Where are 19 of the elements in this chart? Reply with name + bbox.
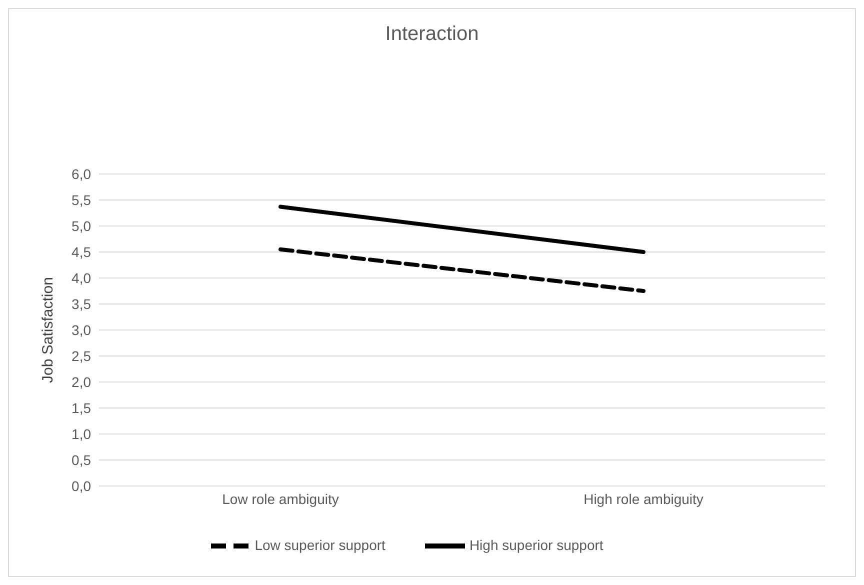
y-tick-label: 0,5 — [72, 452, 92, 468]
y-tick-label: 3,0 — [72, 322, 92, 338]
y-tick-label: 5,0 — [72, 218, 92, 234]
y-tick-label: 6,0 — [72, 166, 92, 182]
x-tick-label: Low role ambiguity — [222, 490, 339, 507]
y-tick-label: 1,5 — [72, 400, 92, 416]
y-tick-label: 5,5 — [72, 192, 92, 208]
y-tick-label: 4,0 — [72, 270, 92, 286]
y-axis-title: Job Satisfaction — [39, 277, 56, 383]
y-tick-label: 3,5 — [72, 296, 92, 312]
chart-title: Interaction — [384, 23, 480, 46]
legend-label: High superior support — [469, 536, 604, 553]
y-tick-label: 4,5 — [72, 244, 92, 260]
legend-label: Low superior support — [254, 536, 386, 553]
x-tick-label: High role ambiguity — [584, 490, 704, 507]
y-tick-label: 1,0 — [72, 426, 92, 442]
y-tick-label: 0,0 — [72, 478, 92, 494]
y-tick-label: 2,5 — [72, 348, 92, 364]
y-tick-label: 2,0 — [72, 374, 92, 390]
